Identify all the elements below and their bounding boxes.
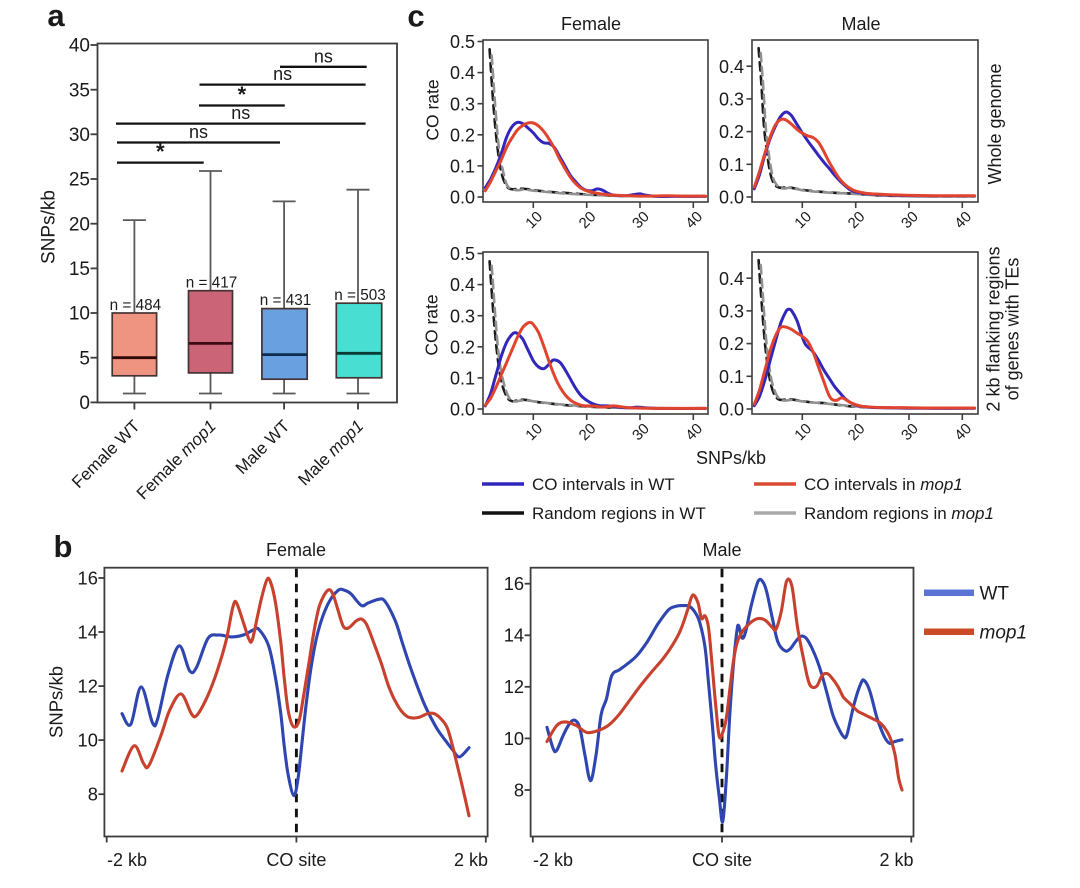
svg-text:0.1: 0.1 xyxy=(719,155,744,175)
svg-text:5: 5 xyxy=(79,348,90,369)
svg-text:0.3: 0.3 xyxy=(450,94,475,114)
svg-text:25: 25 xyxy=(69,170,90,191)
svg-text:0.2: 0.2 xyxy=(719,122,744,142)
svg-text:0.3: 0.3 xyxy=(719,302,744,322)
svg-text:ns: ns xyxy=(314,46,333,66)
svg-text:2 kb: 2 kb xyxy=(879,850,913,870)
svg-text:CO rate: CO rate xyxy=(423,79,443,140)
svg-text:SNPs/kb: SNPs/kb xyxy=(46,666,67,738)
svg-text:12: 12 xyxy=(78,676,98,697)
svg-text:-2 kb: -2 kb xyxy=(533,850,573,870)
svg-text:0.4: 0.4 xyxy=(450,63,475,83)
svg-text:CO intervals in WT: CO intervals in WT xyxy=(532,475,675,494)
svg-text:40: 40 xyxy=(69,36,90,57)
svg-text:0.3: 0.3 xyxy=(450,306,475,326)
svg-text:ns: ns xyxy=(273,64,292,84)
svg-text:WT: WT xyxy=(980,584,1010,605)
svg-text:0.0: 0.0 xyxy=(719,400,744,420)
svg-text:14: 14 xyxy=(78,621,98,642)
svg-text:16: 16 xyxy=(504,573,524,594)
svg-text:12: 12 xyxy=(504,676,524,697)
svg-text:0.0: 0.0 xyxy=(450,400,475,420)
svg-text:0.1: 0.1 xyxy=(450,369,475,389)
svg-text:0.2: 0.2 xyxy=(450,125,475,145)
svg-text:c: c xyxy=(407,0,424,34)
svg-text:CO site: CO site xyxy=(692,850,752,870)
svg-text:CO site: CO site xyxy=(266,850,326,870)
svg-text:35: 35 xyxy=(69,80,90,101)
svg-text:SNPs/kb: SNPs/kb xyxy=(696,448,766,468)
svg-text:20: 20 xyxy=(69,214,90,235)
svg-text:b: b xyxy=(54,529,73,564)
svg-text:Random regions in WT: Random regions in WT xyxy=(532,504,706,523)
svg-text:-2 kb: -2 kb xyxy=(107,850,147,870)
svg-text:8: 8 xyxy=(88,784,98,805)
svg-text:0: 0 xyxy=(79,393,90,414)
svg-text:16: 16 xyxy=(78,567,98,588)
svg-text:ns: ns xyxy=(231,103,250,123)
svg-text:n = 417: n = 417 xyxy=(186,275,237,292)
svg-text:SNPs/kb: SNPs/kb xyxy=(39,190,60,264)
svg-text:Female: Female xyxy=(266,540,326,560)
svg-text:ns: ns xyxy=(189,122,208,142)
svg-text:0.0: 0.0 xyxy=(450,188,475,208)
svg-text:10: 10 xyxy=(69,304,90,325)
svg-text:Male: Male xyxy=(841,14,880,34)
svg-text:30: 30 xyxy=(69,125,90,146)
svg-text:0.2: 0.2 xyxy=(719,334,744,354)
svg-text:8: 8 xyxy=(514,779,524,800)
svg-text:0.3: 0.3 xyxy=(719,90,744,110)
svg-text:*: * xyxy=(156,139,165,164)
svg-text:15: 15 xyxy=(69,259,90,280)
svg-text:of genes with TEs: of genes with TEs xyxy=(1003,258,1023,401)
svg-text:0.1: 0.1 xyxy=(719,367,744,387)
svg-text:2 kb: 2 kb xyxy=(454,850,488,870)
svg-text:0.5: 0.5 xyxy=(450,32,475,52)
svg-text:Whole genome: Whole genome xyxy=(985,63,1005,184)
svg-text:0.0: 0.0 xyxy=(719,188,744,208)
svg-text:n = 503: n = 503 xyxy=(334,287,385,304)
svg-text:Male: Male xyxy=(702,540,741,560)
svg-text:0.4: 0.4 xyxy=(450,275,475,295)
svg-text:10: 10 xyxy=(504,728,524,749)
svg-text:Female: Female xyxy=(561,14,621,34)
svg-text:10: 10 xyxy=(78,730,98,751)
svg-text:*: * xyxy=(238,82,247,107)
svg-text:a: a xyxy=(47,0,65,33)
svg-text:0.2: 0.2 xyxy=(450,337,475,357)
svg-text:n = 484: n = 484 xyxy=(110,297,162,314)
svg-text:Random regions in mop1: Random regions in mop1 xyxy=(804,504,994,523)
svg-text:14: 14 xyxy=(504,625,524,646)
svg-text:CO intervals in mop1: CO intervals in mop1 xyxy=(804,475,963,494)
svg-text:0.4: 0.4 xyxy=(719,57,744,77)
svg-text:mop1: mop1 xyxy=(980,623,1028,644)
svg-text:0.5: 0.5 xyxy=(450,244,475,264)
svg-text:CO rate: CO rate xyxy=(422,294,442,355)
svg-text:0.1: 0.1 xyxy=(450,157,475,177)
svg-text:2 kb flanking regions: 2 kb flanking regions xyxy=(984,246,1004,411)
svg-text:0.4: 0.4 xyxy=(719,269,744,289)
svg-text:n = 431: n = 431 xyxy=(260,292,311,309)
